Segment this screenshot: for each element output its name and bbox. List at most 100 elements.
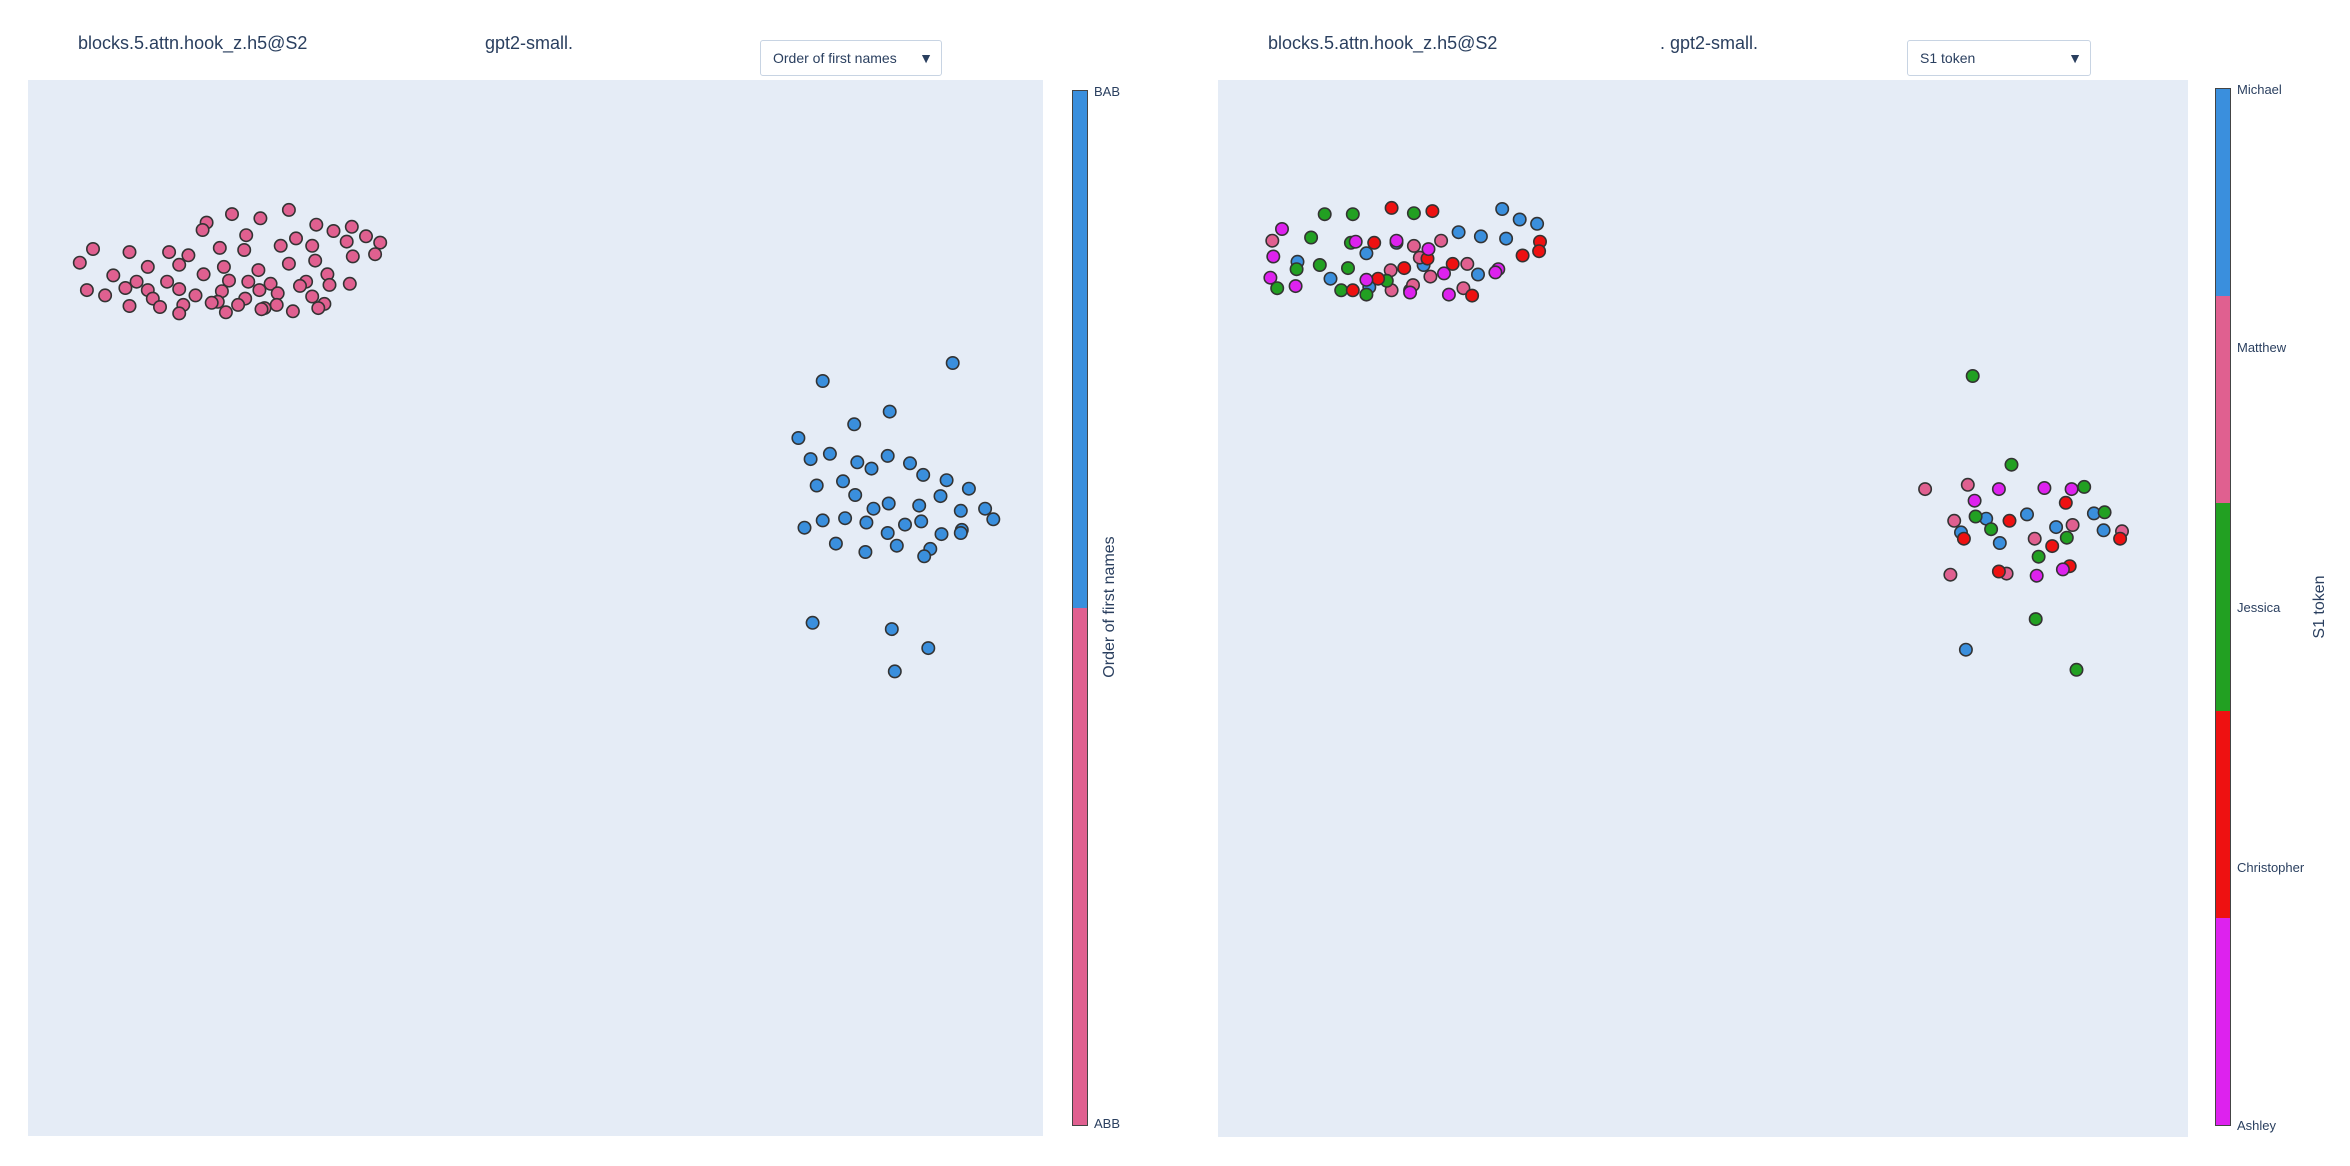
- scatter-point-abb[interactable]: [373, 235, 388, 250]
- scatter-point-jessica[interactable]: [1965, 368, 1980, 383]
- scatter-point-abb[interactable]: [241, 274, 256, 289]
- scatter-point-bab[interactable]: [797, 520, 812, 535]
- scatter-point-matthew[interactable]: [1460, 256, 1475, 271]
- scatter-point-matthew[interactable]: [1918, 482, 1933, 497]
- scatter-point-bab[interactable]: [933, 489, 948, 504]
- scatter-point-bab[interactable]: [864, 461, 879, 476]
- scatter-point-christopher[interactable]: [1515, 248, 1530, 263]
- scatter-point-bab[interactable]: [866, 501, 881, 516]
- scatter-point-abb[interactable]: [188, 288, 203, 303]
- scatter-point-christopher[interactable]: [1445, 256, 1460, 271]
- scatter-point-jessica[interactable]: [1304, 230, 1319, 245]
- scatter-point-abb[interactable]: [339, 234, 354, 249]
- scatter-point-bab[interactable]: [815, 513, 830, 528]
- scatter-point-abb[interactable]: [344, 219, 359, 234]
- scatter-point-michael[interactable]: [1451, 225, 1466, 240]
- scatter-point-jessica[interactable]: [1984, 522, 1999, 537]
- scatter-point-abb[interactable]: [106, 268, 121, 283]
- scatter-point-abb[interactable]: [281, 256, 296, 271]
- scatter-point-abb[interactable]: [237, 243, 252, 258]
- scatter-point-abb[interactable]: [269, 297, 284, 312]
- left-scatter-plot[interactable]: [28, 80, 1043, 1136]
- scatter-point-matthew[interactable]: [2027, 531, 2042, 546]
- scatter-point-abb[interactable]: [222, 273, 237, 288]
- scatter-point-jessica[interactable]: [1312, 258, 1327, 273]
- scatter-point-abb[interactable]: [153, 300, 168, 315]
- scatter-point-michael[interactable]: [2019, 507, 2034, 522]
- scatter-point-bab[interactable]: [916, 467, 931, 482]
- scatter-point-abb[interactable]: [172, 282, 187, 297]
- scatter-point-abb[interactable]: [305, 289, 320, 304]
- scatter-point-christopher[interactable]: [1956, 531, 1971, 546]
- scatter-point-bab[interactable]: [986, 512, 1001, 527]
- scatter-point-abb[interactable]: [181, 248, 196, 263]
- right-color-dropdown[interactable]: S1 token ▼: [1907, 40, 2091, 76]
- scatter-point-bab[interactable]: [805, 615, 820, 630]
- scatter-point-matthew[interactable]: [1406, 238, 1421, 253]
- scatter-point-bab[interactable]: [809, 478, 824, 493]
- scatter-point-ashley[interactable]: [1288, 279, 1303, 294]
- scatter-point-jessica[interactable]: [1968, 509, 1983, 524]
- scatter-point-christopher[interactable]: [2058, 495, 2073, 510]
- scatter-point-jessica[interactable]: [1317, 207, 1332, 222]
- scatter-point-abb[interactable]: [358, 229, 373, 244]
- scatter-point-bab[interactable]: [815, 373, 830, 388]
- scatter-point-bab[interactable]: [803, 452, 818, 467]
- scatter-point-christopher[interactable]: [2045, 539, 2060, 554]
- scatter-point-bab[interactable]: [934, 527, 949, 542]
- scatter-point-abb[interactable]: [288, 231, 303, 246]
- scatter-point-abb[interactable]: [252, 283, 267, 298]
- scatter-point-ashley[interactable]: [1263, 270, 1278, 285]
- scatter-point-bab[interactable]: [914, 514, 929, 529]
- scatter-point-michael[interactable]: [1499, 231, 1514, 246]
- scatter-point-ashley[interactable]: [2037, 480, 2052, 495]
- scatter-point-jessica[interactable]: [1270, 281, 1285, 296]
- scatter-point-ashley[interactable]: [2064, 482, 2079, 497]
- scatter-point-jessica[interactable]: [2004, 457, 2019, 472]
- scatter-point-bab[interactable]: [881, 496, 896, 511]
- scatter-point-bab[interactable]: [859, 515, 874, 530]
- scatter-point-abb[interactable]: [140, 259, 155, 274]
- scatter-point-christopher[interactable]: [1371, 271, 1386, 286]
- scatter-point-abb[interactable]: [254, 302, 269, 317]
- scatter-point-abb[interactable]: [162, 245, 177, 260]
- scatter-point-matthew[interactable]: [1943, 567, 1958, 582]
- scatter-point-abb[interactable]: [308, 253, 323, 268]
- scatter-point-abb[interactable]: [225, 207, 240, 222]
- scatter-point-abb[interactable]: [311, 301, 326, 316]
- scatter-point-abb[interactable]: [326, 224, 341, 239]
- scatter-point-abb[interactable]: [204, 295, 219, 310]
- scatter-point-ashley[interactable]: [1991, 482, 2006, 497]
- scatter-point-abb[interactable]: [342, 276, 357, 291]
- scatter-point-christopher[interactable]: [1397, 261, 1412, 276]
- scatter-point-bab[interactable]: [917, 549, 932, 564]
- scatter-point-michael[interactable]: [1958, 642, 1973, 657]
- scatter-point-bab[interactable]: [897, 517, 912, 532]
- scatter-point-abb[interactable]: [98, 288, 113, 303]
- scatter-point-jessica[interactable]: [2077, 479, 2092, 494]
- scatter-point-ashley[interactable]: [1967, 493, 1982, 508]
- scatter-point-bab[interactable]: [880, 525, 895, 540]
- scatter-point-abb[interactable]: [196, 267, 211, 282]
- scatter-point-matthew[interactable]: [1960, 477, 1975, 492]
- scatter-point-michael[interactable]: [1992, 535, 2007, 550]
- right-scatter-plot[interactable]: [1218, 80, 2188, 1137]
- scatter-point-ashley[interactable]: [1488, 265, 1503, 280]
- scatter-point-bab[interactable]: [961, 481, 976, 496]
- scatter-point-abb[interactable]: [231, 297, 246, 312]
- scatter-point-abb[interactable]: [79, 283, 94, 298]
- scatter-point-jessica[interactable]: [2028, 612, 2043, 627]
- scatter-point-abb[interactable]: [172, 257, 187, 272]
- scatter-point-bab[interactable]: [838, 511, 853, 526]
- scatter-point-michael[interactable]: [2049, 520, 2064, 535]
- scatter-point-abb[interactable]: [212, 240, 227, 255]
- scatter-point-abb[interactable]: [122, 299, 137, 314]
- scatter-point-abb[interactable]: [305, 238, 320, 253]
- scatter-point-bab[interactable]: [945, 355, 960, 370]
- scatter-point-ashley[interactable]: [1359, 272, 1374, 287]
- scatter-point-jessica[interactable]: [1345, 207, 1360, 222]
- scatter-point-bab[interactable]: [858, 544, 873, 559]
- scatter-point-bab[interactable]: [978, 501, 993, 516]
- scatter-point-bab[interactable]: [902, 456, 917, 471]
- scatter-point-christopher[interactable]: [1425, 204, 1440, 219]
